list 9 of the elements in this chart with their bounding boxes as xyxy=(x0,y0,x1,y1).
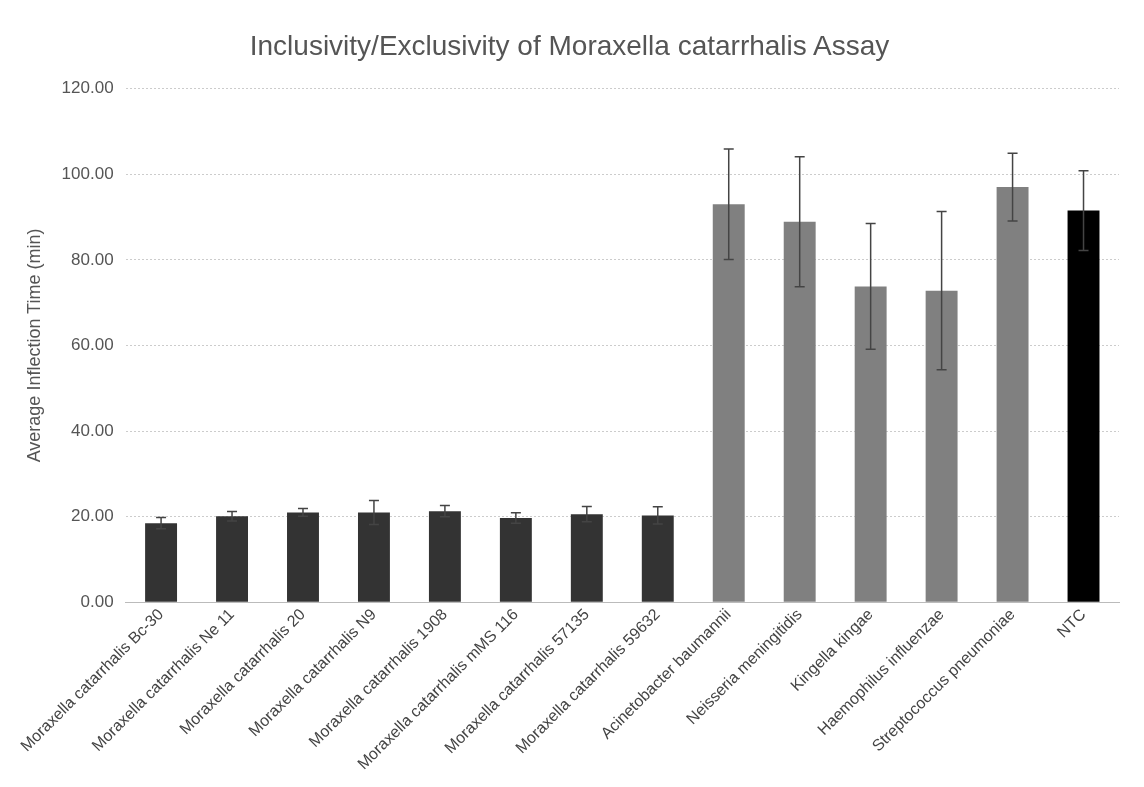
y-axis-title: Average Inflection Time (min) xyxy=(23,228,44,463)
y-tick-label: 40.00 xyxy=(71,420,114,440)
y-tick-label: 100.00 xyxy=(61,163,114,183)
y-tick-label: 120.00 xyxy=(61,78,114,98)
y-tick-label: 20.00 xyxy=(71,506,114,526)
chart-title: Inclusivity/Exclusivity of Moraxella catarrhalis Assay xyxy=(249,29,890,61)
y-tick-label: 0.00 xyxy=(80,592,114,612)
y-tick-label: 60.00 xyxy=(71,335,114,355)
y-tick-label: 80.00 xyxy=(71,249,114,269)
